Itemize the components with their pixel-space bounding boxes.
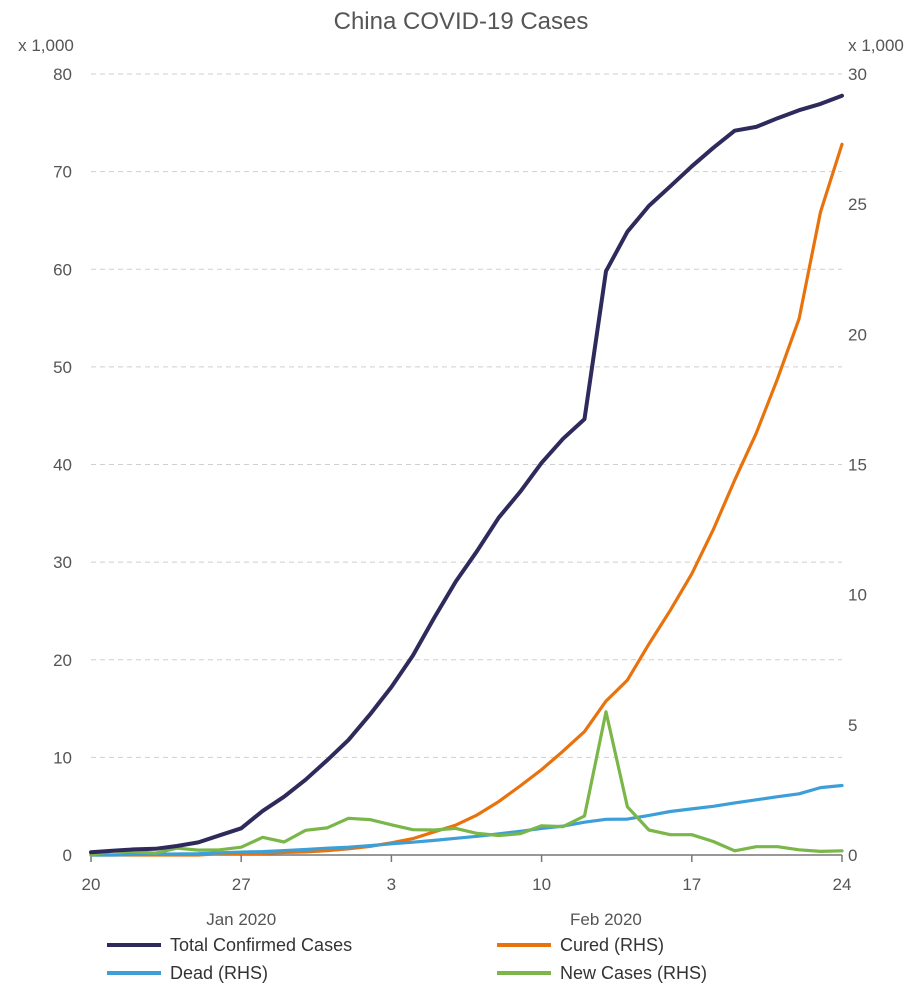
legend-item: Cured (RHS) bbox=[497, 935, 664, 955]
x-tick-label: 27 bbox=[232, 875, 251, 894]
right-tick-label: 5 bbox=[848, 716, 857, 735]
legend-item: New Cases (RHS) bbox=[497, 963, 707, 983]
left-tick-label: 50 bbox=[53, 358, 72, 377]
right-axis-unit: x 1,000 bbox=[848, 36, 904, 55]
left-tick-label: 20 bbox=[53, 651, 72, 670]
left-tick-label: 70 bbox=[53, 163, 72, 182]
left-tick-label: 80 bbox=[53, 65, 72, 84]
series-line-dead-rhs bbox=[89, 783, 844, 857]
legend-label: New Cases (RHS) bbox=[560, 963, 707, 983]
left-axis-unit: x 1,000 bbox=[18, 36, 74, 55]
legend-item: Total Confirmed Cases bbox=[107, 935, 352, 955]
legend-label: Cured (RHS) bbox=[560, 935, 664, 955]
right-tick-label: 15 bbox=[848, 456, 867, 475]
x-tick-label: 24 bbox=[833, 875, 852, 894]
x-tick-label: 3 bbox=[387, 875, 396, 894]
left-tick-label: 60 bbox=[53, 260, 72, 279]
x-tick-label: 20 bbox=[82, 875, 101, 894]
series-line-cured-rhs bbox=[89, 142, 844, 857]
right-tick-label: 0 bbox=[848, 846, 857, 865]
month-label: Feb 2020 bbox=[570, 910, 642, 929]
series-line-new-cases-rhs bbox=[89, 710, 844, 857]
gridlines bbox=[91, 73, 842, 758]
series-line-total-confirmed-cases bbox=[89, 93, 844, 855]
left-tick-label: 0 bbox=[63, 846, 72, 865]
left-tick-label: 10 bbox=[53, 748, 72, 767]
right-tick-label: 30 bbox=[848, 65, 867, 84]
x-tick-label: 17 bbox=[682, 875, 701, 894]
series-lines bbox=[89, 93, 844, 857]
legend-label: Dead (RHS) bbox=[170, 963, 268, 983]
legend-label: Total Confirmed Cases bbox=[170, 935, 352, 955]
left-tick-label: 30 bbox=[53, 553, 72, 572]
x-tick-label: 10 bbox=[532, 875, 551, 894]
left-tick-label: 40 bbox=[53, 456, 72, 475]
axes: 0 10 20 30 40 50 60 70 80 0 5 10 15 20 25 30 20 27 3 10 17 24… bbox=[53, 65, 867, 929]
legend: Total Confirmed Cases Cured (RHS) Dead (RH… bbox=[107, 935, 707, 983]
right-tick-label: 20 bbox=[848, 325, 867, 344]
right-tick-label: 25 bbox=[848, 195, 867, 214]
legend-item: Dead (RHS) bbox=[107, 963, 268, 983]
month-label: Jan 2020 bbox=[206, 910, 276, 929]
chart-title: China COVID-19 Cases bbox=[334, 8, 589, 35]
right-tick-label: 10 bbox=[848, 586, 867, 605]
